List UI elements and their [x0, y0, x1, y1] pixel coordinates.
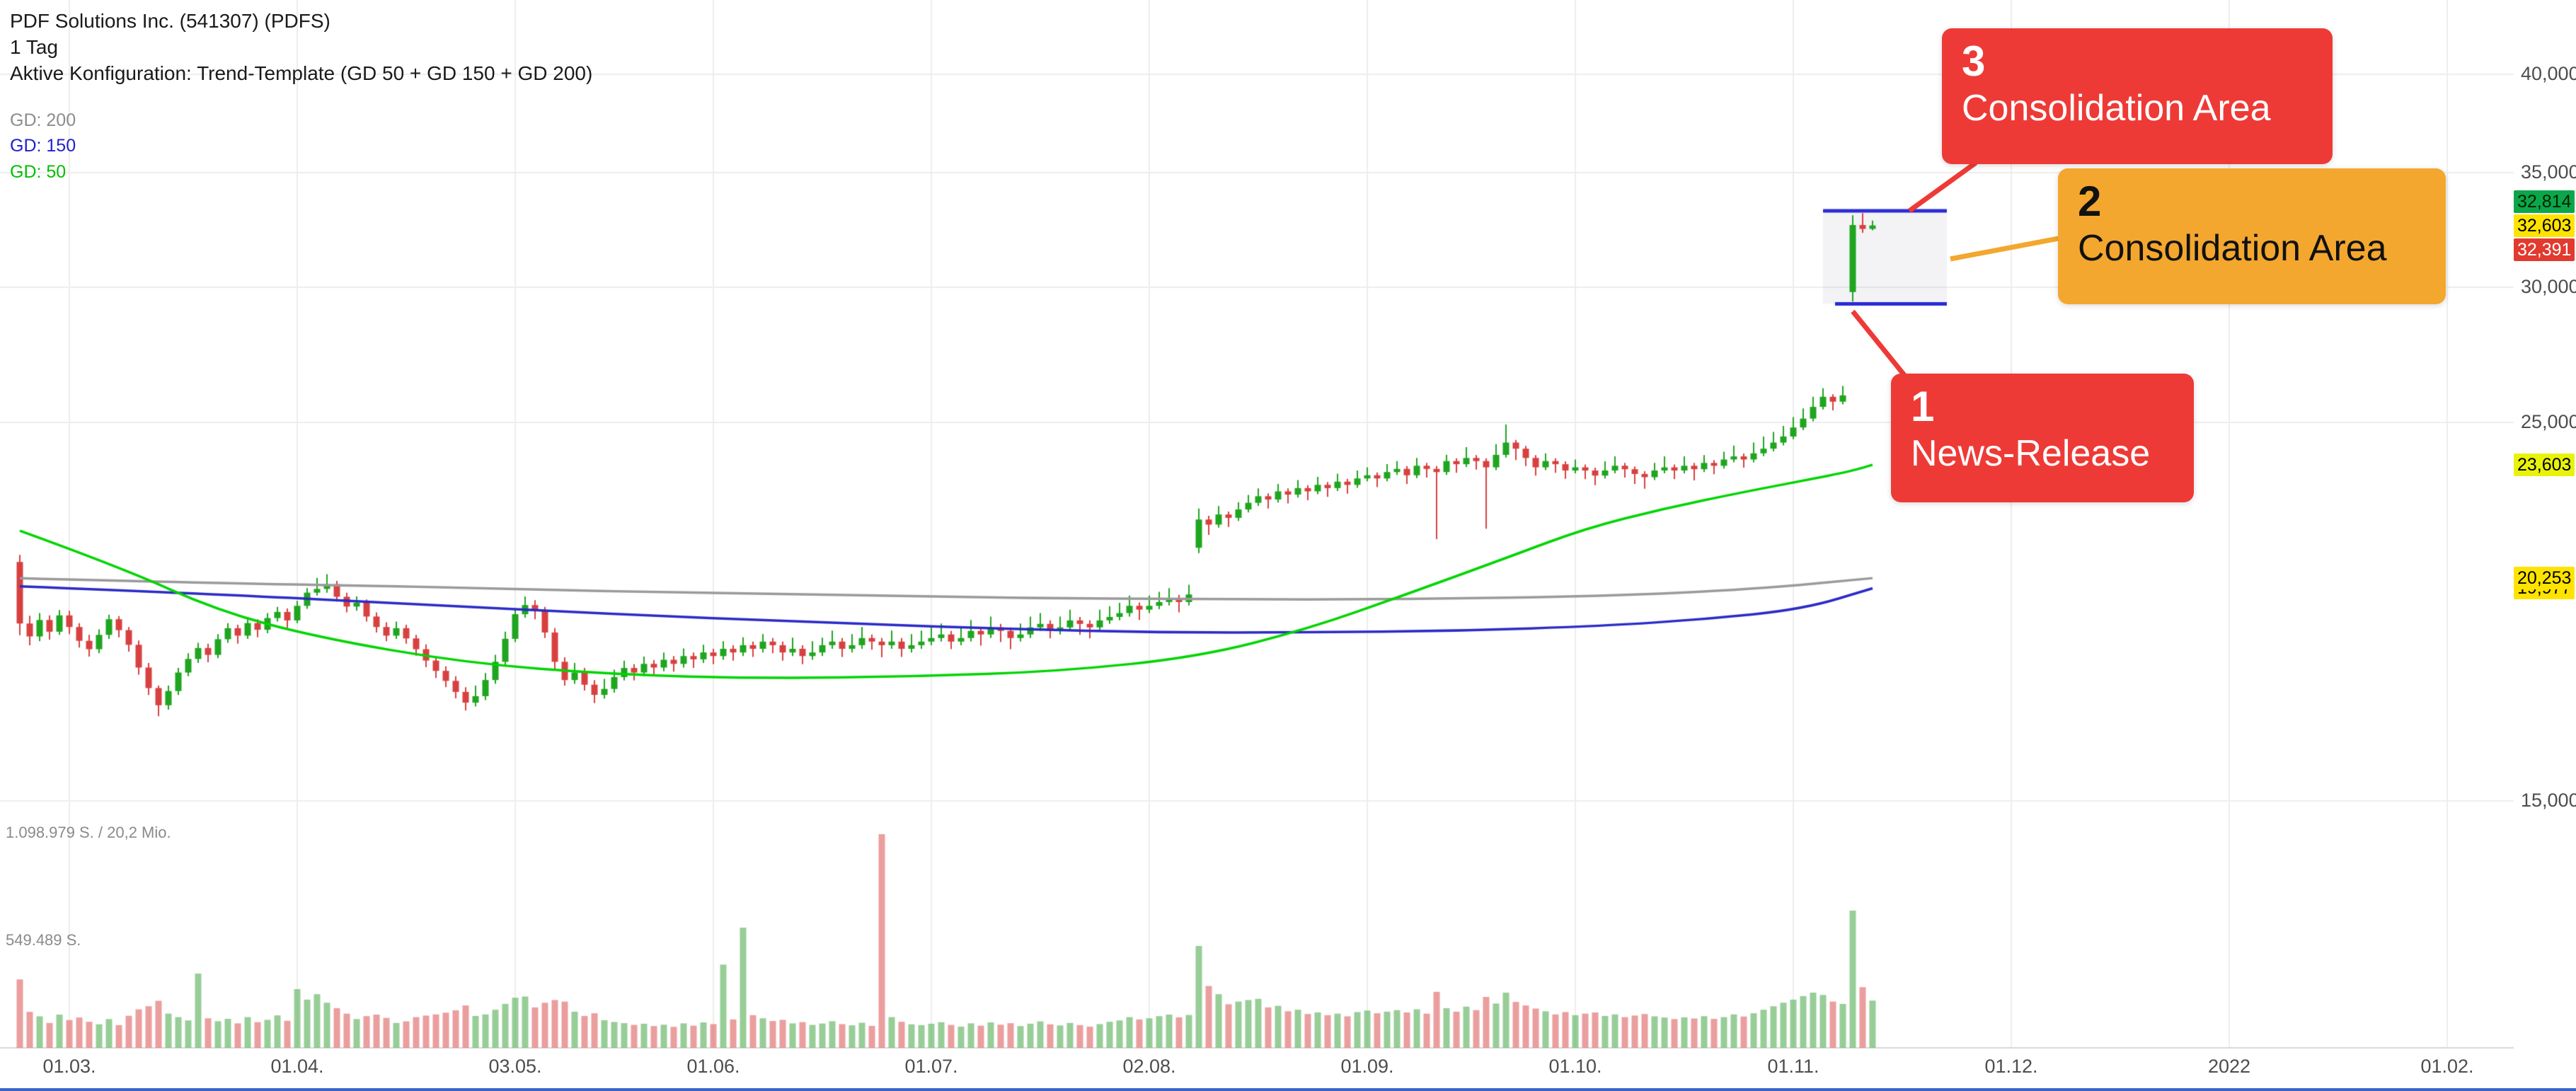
callout-number: 1 [1911, 383, 1935, 430]
x-axis-tick: 01.06. [686, 1056, 740, 1077]
x-axis-tick: 01.10. [1548, 1056, 1602, 1077]
x-axis-tick: 01.04. [270, 1056, 324, 1077]
y-axis[interactable]: 40,000 35,000 30,000 25,000 15,000 [2514, 0, 2576, 1091]
legend-gd200: GD: 200 [10, 110, 76, 130]
callout-number: 3 [1962, 37, 1986, 85]
callout-label: Consolidation Area [2078, 228, 2387, 269]
window-bottom-border [0, 1088, 2576, 1091]
x-axis-tick: 01.07. [904, 1056, 958, 1077]
x-axis-tick: 01.11. [1767, 1056, 1819, 1077]
x-axis-tick: 01.02. [2420, 1056, 2474, 1077]
x-axis-tick: 02.08. [1122, 1056, 1176, 1077]
price-flag: 20,253 [2514, 567, 2575, 590]
price-flag: 32,603 [2514, 214, 2575, 237]
x-axis-tick: 01.03. [42, 1056, 96, 1077]
price-flag: 32,814 [2514, 190, 2575, 213]
x-axis[interactable]: 01.03. 01.04. 03.05. 01.06. 01.07. 02.08. 01.0… [0, 1056, 2514, 1084]
y-axis-tick: 25,000 [2521, 410, 2576, 432]
x-axis-tick: 01.12. [1984, 1056, 2038, 1077]
callout-consolidation-area-3[interactable]: 3 Consolidation Area [1942, 28, 2333, 164]
price-flag: 32,391 [2514, 238, 2575, 261]
callout-label: Consolidation Area [1962, 88, 2271, 129]
x-axis-tick: 2022 [2207, 1056, 2251, 1077]
callout-consolidation-area-2[interactable]: 2 Consolidation Area [2058, 168, 2446, 304]
indicator-legend: GD: 200 GD: 150 GD: 50 [10, 108, 76, 185]
y-axis-tick: 15,000 [2521, 789, 2576, 811]
timeframe-label: 1 Tag [10, 35, 58, 58]
x-axis-tick: 01.09. [1340, 1056, 1394, 1077]
y-axis-tick: 40,000 [2521, 62, 2576, 84]
callout-news-release-1[interactable]: 1 News-Release [1891, 374, 2194, 502]
y-axis-tick: 35,000 [2521, 161, 2576, 183]
instrument-title: PDF Solutions Inc. (541307) (PDFS) [10, 10, 330, 32]
legend-gd50: GD: 50 [10, 161, 67, 182]
x-axis-tick: 03.05. [488, 1056, 542, 1077]
y-axis-tick: 30,000 [2521, 275, 2576, 297]
price-flag: 23,603 [2514, 453, 2575, 476]
callout-label: News-Release [1911, 433, 2151, 474]
chart-header: PDF Solutions Inc. (541307) (PDFS) 1 Tag… [10, 8, 592, 87]
callout-number: 2 [2078, 178, 2102, 225]
active-configuration-label: Aktive Konfiguration: Trend-Template (GD… [10, 62, 593, 84]
volume-max-label: 1.098.979 S. / 20,2 Mio. [6, 824, 171, 841]
volume-mid-label: 549.489 S. [6, 931, 81, 949]
legend-gd150: GD: 150 [10, 136, 76, 156]
